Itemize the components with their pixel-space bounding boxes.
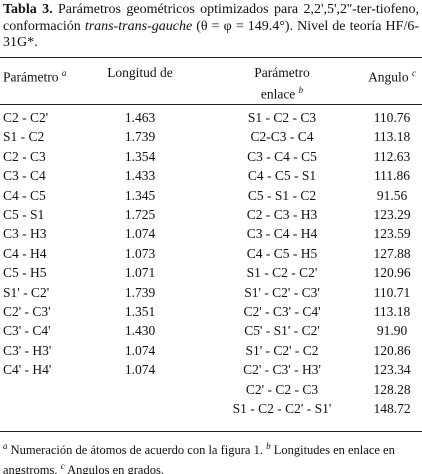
- caption-text: Parámetros geométricos optimizados para …: [3, 2, 420, 34]
- caption-text: (θ = φ = 149.4°). Nivel de teoría HF/6-3…: [3, 18, 419, 51]
- table-cell: C3 - H3: [3, 226, 47, 242]
- table-cell: S1 - C2 - C3: [247, 110, 317, 125]
- header-text: Parámetro: [254, 65, 310, 80]
- table-cell: C4' - H4': [3, 362, 52, 378]
- table-cell: C2' - C2 - C3: [245, 381, 319, 397]
- table-cell: 1.739: [124, 129, 156, 145]
- table-cell: 1.074: [124, 226, 156, 242]
- table-cell: 127.88: [373, 245, 411, 261]
- table-cell: 1.073: [124, 245, 156, 261]
- table-cell: C4 - C5: [3, 187, 46, 203]
- table-cell: 128.28: [373, 381, 411, 397]
- header-note: a: [61, 68, 67, 78]
- table-cell: 1.345: [124, 187, 156, 203]
- table-cell: C4 - H4: [3, 245, 47, 261]
- table-cell: C4 - C5 - H5: [246, 245, 318, 261]
- table-cell: 110.71: [373, 284, 411, 300]
- table-cell: 123.29: [373, 207, 411, 222]
- table-cell: S1 - C2: [3, 129, 45, 145]
- header-cell: Parámetro a: [3, 65, 66, 86]
- table-cell: 1.074: [124, 342, 156, 358]
- table-cell: C2-C3 - C4: [250, 129, 314, 145]
- header-text: Parámetro: [3, 69, 59, 85]
- table-cell: C2 - C2': [3, 110, 49, 125]
- header-note: c: [411, 68, 416, 78]
- header-cell: Angulo c: [312, 65, 422, 86]
- table-cell: C3 - C4: [3, 168, 46, 184]
- table-cell: S1 - C2 - C2' - S1': [232, 401, 332, 416]
- table-cell: 120.96: [373, 265, 411, 281]
- table-cell: C3' - H3': [3, 342, 52, 358]
- table-cell: S1 - C2 - C2': [246, 265, 318, 281]
- table-cell: 113.18: [373, 304, 411, 319]
- table-cell: C2 - C3: [3, 148, 46, 164]
- table-cell: 1.354: [124, 148, 156, 164]
- header-text: Angulo: [368, 69, 409, 85]
- footnote-mark: c: [60, 461, 65, 472]
- header-rule: [0, 104, 422, 105]
- table-cell: 110.76: [373, 110, 411, 125]
- table-cell: 1.351: [124, 304, 156, 319]
- table-cell: C5' - S1' - C2': [244, 323, 320, 339]
- header-text: Longitud de: [107, 65, 173, 80]
- table-cell: C5 - S1 - C2: [247, 187, 317, 203]
- table-cell: 120.86: [373, 342, 411, 358]
- bottom-rule: [0, 431, 422, 432]
- table-cell: 91.90: [376, 323, 408, 339]
- top-rule: [0, 57, 422, 58]
- footnote-mark: b: [266, 441, 271, 451]
- footnote-text: Longitudes en enlace en angstroms.: [3, 443, 395, 474]
- caption-italic: trans-trans-gauche: [84, 18, 193, 34]
- header-cell: Parámetro: [202, 65, 362, 81]
- footnote-mark: a: [3, 441, 8, 451]
- table-cell: C4 - C5 - S1: [247, 168, 317, 184]
- footnote-text: Angulos en grados.: [64, 463, 164, 474]
- table-cell: C3' - C4': [3, 323, 51, 339]
- table-cell: C3 - C4 - C5: [247, 148, 317, 164]
- table-cell: C3 - C4 - H4: [246, 226, 318, 242]
- table-cell: 148.72: [373, 401, 411, 416]
- table-cell: 1.074: [124, 362, 156, 378]
- header-cell: enlace b: [202, 82, 362, 103]
- footnotes: a Numeración de átomos de acuerdo con la…: [3, 438, 419, 474]
- table-cell: S1' - C2' - C3': [244, 284, 320, 300]
- table-cell: S1' - C2': [3, 284, 50, 300]
- table-cell: 91.56: [376, 187, 408, 203]
- table-cell: 113.18: [373, 129, 411, 145]
- header-text: enlace: [260, 86, 296, 102]
- table-cell: 1.739: [124, 284, 156, 300]
- caption-label: Tabla 3.: [3, 2, 53, 17]
- table-cell: C2 - C3 - H3: [246, 207, 318, 222]
- table-cell: C2' - C3': [3, 304, 51, 319]
- table-cell: 1.433: [124, 168, 156, 184]
- table-cell: 1.463: [124, 110, 156, 125]
- table-cell: C5 - H5: [3, 265, 47, 281]
- header-note: b: [298, 85, 304, 95]
- table-cell: 111.86: [373, 168, 411, 184]
- table-cell: 123.59: [373, 226, 411, 242]
- table-cell: C5 - S1: [3, 207, 45, 222]
- table-cell: 1.430: [124, 323, 156, 339]
- table-cell: 112.63: [373, 148, 411, 164]
- caption: Tabla 3. Parámetros geométricos optimiza…: [3, 2, 419, 52]
- table-cell: C2' - C3' - C4': [243, 304, 321, 319]
- table-cell: S1' - C2' - C2: [245, 342, 319, 358]
- table-cell: 1.071: [124, 265, 156, 281]
- header-cell: Longitud de: [60, 65, 220, 81]
- table-cell: C2' - C3' - H3': [243, 362, 321, 378]
- table-cell: 123.34: [373, 362, 411, 378]
- footnote-text: Numeración de átomos de acuerdo con la f…: [7, 443, 267, 458]
- table-cell: 1.725: [124, 207, 156, 222]
